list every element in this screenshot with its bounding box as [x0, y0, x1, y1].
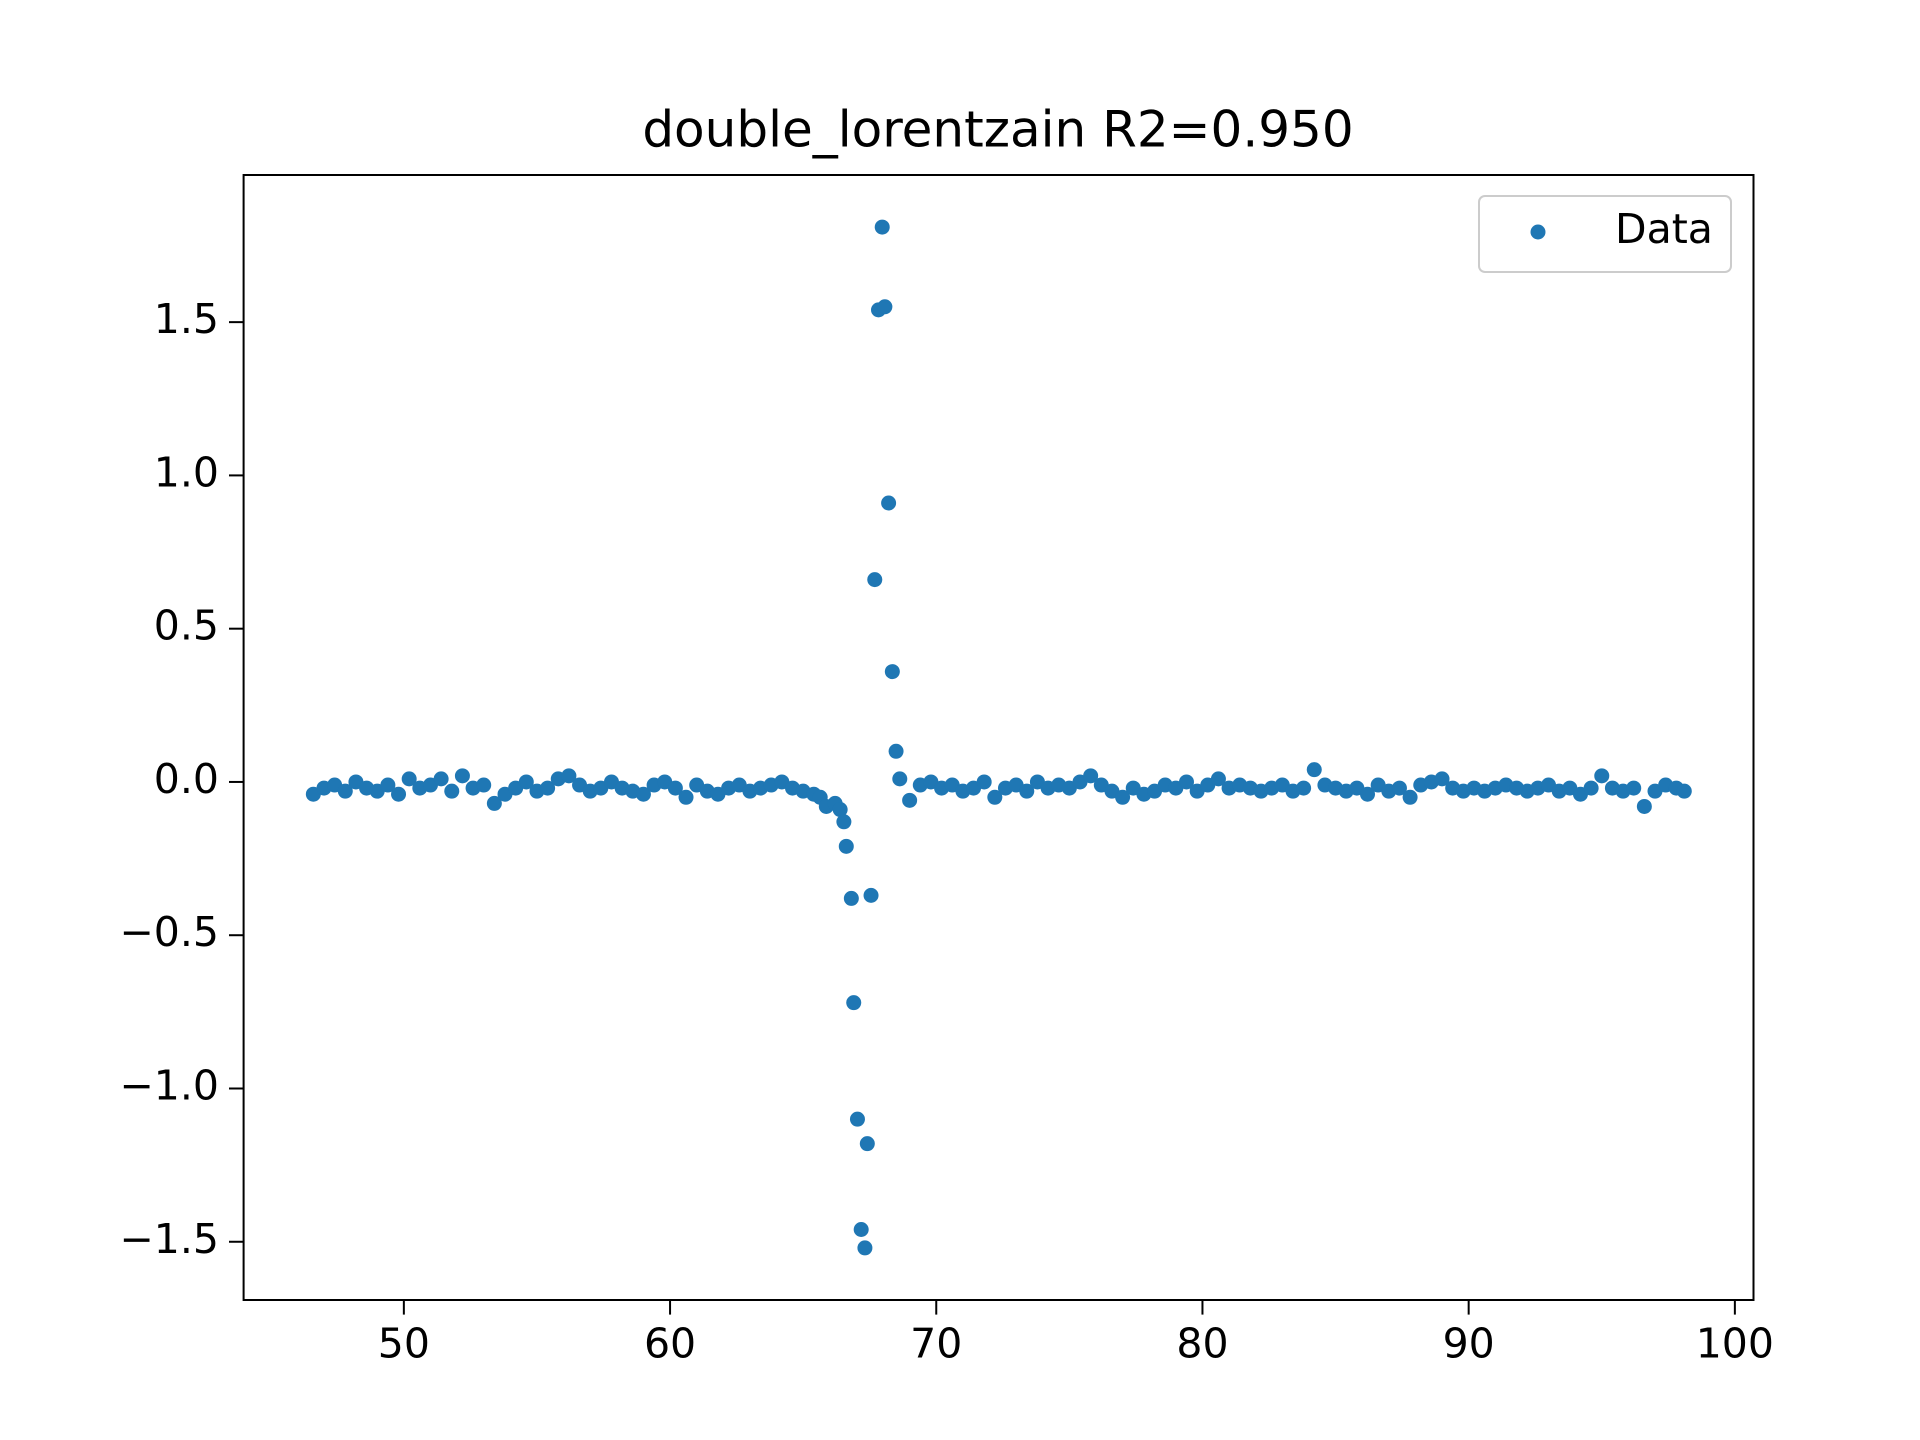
data-point — [444, 783, 460, 799]
plot-frame — [242, 174, 1755, 1301]
data-point — [843, 890, 859, 906]
legend-label: Data — [1615, 205, 1713, 253]
data-point — [1434, 771, 1450, 787]
data-point — [836, 814, 852, 830]
data-point — [902, 792, 918, 808]
data-point — [1210, 771, 1226, 787]
data-point — [1306, 762, 1322, 778]
y-tick-label: −1.5 — [119, 1215, 219, 1263]
data-point — [1636, 798, 1652, 814]
data-point — [888, 743, 904, 759]
x-tick-label: 70 — [910, 1320, 962, 1368]
y-tick-label: −0.5 — [119, 908, 219, 956]
x-tick-label: 80 — [1176, 1320, 1228, 1368]
data-point — [337, 783, 353, 799]
chart-title: double_lorentzain R2=0.950 — [642, 101, 1353, 159]
x-tick-label: 90 — [1443, 1320, 1495, 1368]
legend-marker — [1530, 224, 1546, 240]
data-point — [1402, 789, 1418, 805]
data-point — [1676, 783, 1692, 799]
data-point — [832, 802, 848, 818]
data-point — [486, 795, 502, 811]
data-point — [857, 1240, 873, 1256]
data-point — [863, 887, 879, 903]
y-tick-label: 1.0 — [154, 448, 219, 496]
data-point — [1115, 789, 1131, 805]
data-point — [987, 789, 1003, 805]
data-point — [433, 771, 449, 787]
data-point — [635, 786, 651, 802]
data-point — [1626, 780, 1642, 796]
data-point — [1083, 768, 1099, 784]
data-point — [976, 774, 992, 790]
data-point — [838, 838, 854, 854]
y-tick-label: 1.5 — [154, 295, 219, 343]
data-point — [1019, 783, 1035, 799]
data-point — [540, 780, 556, 796]
data-point — [1594, 768, 1610, 784]
y-tick-label: 0.5 — [154, 602, 219, 650]
data-point — [884, 664, 900, 680]
data-point — [846, 995, 862, 1011]
legend-box — [1478, 195, 1732, 273]
data-point — [874, 219, 890, 235]
data-point — [881, 495, 897, 511]
data-point — [401, 771, 417, 787]
x-tick-label: 60 — [644, 1320, 696, 1368]
data-point — [1583, 780, 1599, 796]
data-point — [476, 777, 492, 793]
data-point — [667, 780, 683, 796]
data-point — [561, 768, 577, 784]
x-tick-label: 50 — [378, 1320, 430, 1368]
data-point — [1178, 774, 1194, 790]
data-point — [853, 1221, 869, 1237]
y-tick-label: 0.0 — [154, 755, 219, 803]
data-point — [391, 786, 407, 802]
data-point — [454, 768, 470, 784]
data-point — [859, 1136, 875, 1152]
data-point — [1296, 780, 1312, 796]
data-point — [849, 1111, 865, 1127]
x-tick-label: 100 — [1696, 1320, 1774, 1368]
data-point — [1391, 780, 1407, 796]
data-point — [678, 789, 694, 805]
data-point — [892, 771, 908, 787]
data-marks — [305, 219, 1692, 1256]
data-point — [877, 299, 893, 315]
data-point — [518, 774, 534, 790]
data-point — [380, 777, 396, 793]
data-point — [867, 572, 883, 588]
data-point — [1360, 786, 1376, 802]
y-tick-label: −1.0 — [119, 1061, 219, 1109]
